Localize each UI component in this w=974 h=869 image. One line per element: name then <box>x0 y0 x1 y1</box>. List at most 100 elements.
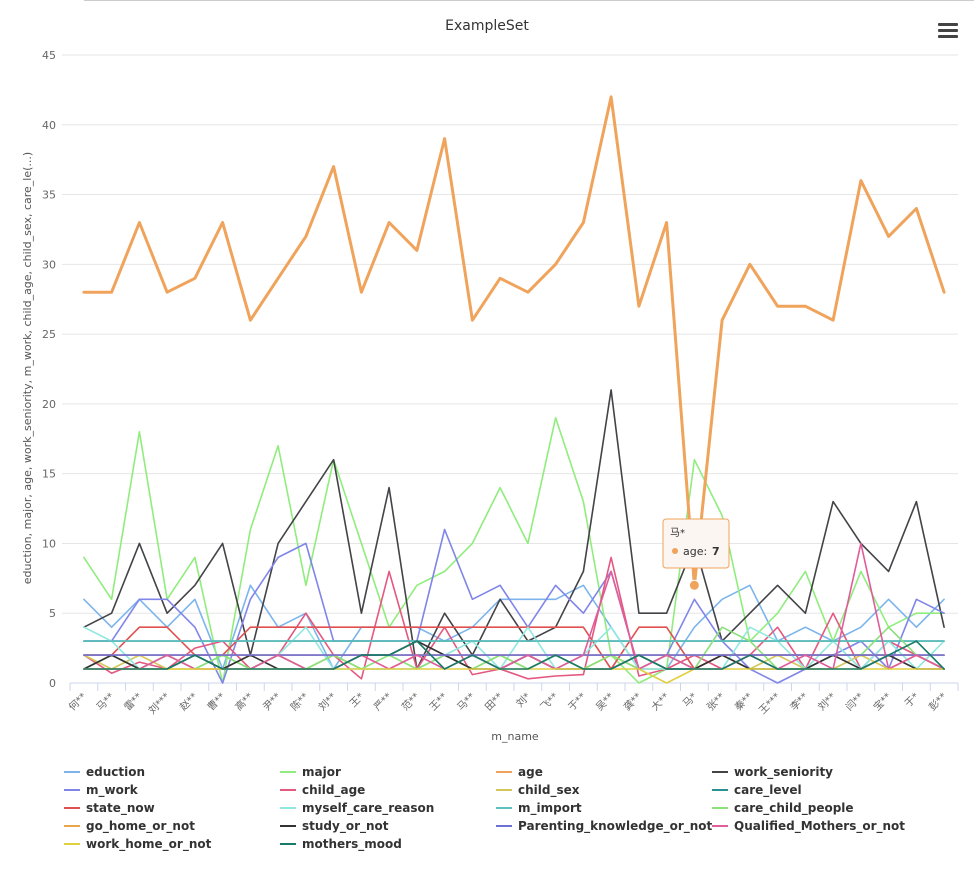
x-tick-label: 李** <box>787 690 810 713</box>
x-tick-label: 高** <box>232 690 255 713</box>
legend-item-major[interactable]: major <box>280 765 341 779</box>
y-tick-label: 40 <box>42 119 56 132</box>
legend-label: child_sex <box>518 783 580 798</box>
legend-label: m_import <box>518 801 582 816</box>
legend-label: work_home_or_not <box>86 837 212 852</box>
legend-item-go-home-or-not[interactable]: go_home_or_not <box>64 819 195 834</box>
grid-lines <box>62 54 958 614</box>
legend-label: Qualified_Mothers_or_not <box>734 819 905 834</box>
x-tick-label: 马** <box>94 691 117 714</box>
y-tick-label: 30 <box>42 258 56 271</box>
legend-item-work-home-or-not[interactable]: work_home_or_not <box>64 837 212 852</box>
legend-label: care_child_people <box>734 801 854 816</box>
x-tick-label: 何** <box>66 690 89 713</box>
chart-title: ExampleSet <box>445 18 529 34</box>
x-tick-label: 王*** <box>757 691 782 716</box>
legend-label: major <box>302 765 341 779</box>
chart-top-border <box>84 0 974 1</box>
legend-item-care-child-people[interactable]: care_child_people <box>712 801 854 816</box>
y-tick-label: 0 <box>49 677 56 690</box>
x-tick-label: 于** <box>567 691 589 713</box>
x-tick-label: 马* <box>680 691 699 710</box>
legend-item-child-age[interactable]: child_age <box>280 783 365 798</box>
y-tick-label: 35 <box>42 189 56 202</box>
legend-item-Parenting-knowledge-or-not[interactable]: Parenting_knowledge_or_not <box>496 819 713 834</box>
x-tick-label: 田** <box>483 691 505 713</box>
x-axis-title: m_name <box>491 730 539 743</box>
x-tick-label: 王** <box>428 691 450 713</box>
x-tick-label: 大** <box>648 690 671 713</box>
legend-label: state_now <box>86 801 155 816</box>
x-tick-label: 尹** <box>261 691 284 714</box>
legend-item-child-sex[interactable]: child_sex <box>496 783 580 798</box>
tooltip-box <box>662 518 730 569</box>
series-line-work-home-or-not[interactable] <box>83 668 945 684</box>
x-tick-label: 赵** <box>177 690 200 713</box>
legend-item-age[interactable]: age <box>496 765 543 779</box>
legend-label: work_seniority <box>734 765 833 780</box>
hover-point-marker[interactable] <box>688 579 700 591</box>
legend-item-work-seniority[interactable]: work_seniority <box>712 765 833 780</box>
x-tick-label: 闫** <box>843 690 866 713</box>
hamburger-menu-icon[interactable] <box>936 20 960 42</box>
y-axis-title: eduction, major, age, work_seniority, m_… <box>21 152 34 584</box>
y-tick-label: 20 <box>42 398 56 411</box>
x-tick-label: 飞** <box>539 691 561 713</box>
x-tick-label: 刘** <box>816 691 839 714</box>
x-tick-label: 陈** <box>288 690 311 713</box>
legend-item-Qualified-Mothers-or-not[interactable]: Qualified_Mothers_or_not <box>712 819 905 834</box>
series-line-age[interactable] <box>82 95 946 587</box>
y-tick-label: 25 <box>42 328 56 341</box>
legend-label: child_age <box>302 783 365 798</box>
legend-label: study_or_not <box>302 819 389 834</box>
legend-label: myself_care_reason <box>302 801 434 816</box>
x-tick-label: 刘*** <box>146 691 172 717</box>
x-tick-label: 马** <box>455 691 478 714</box>
x-tick-label: 王* <box>348 691 366 709</box>
x-tick-label: 雷** <box>122 691 145 714</box>
x-tick-label: 严** <box>372 691 395 714</box>
series-group <box>82 95 946 684</box>
x-axis-ticks: 何** 马** 雷** 刘*** 赵** 曹** 高** 尹** 陈** 刘** 王* 严** 范** 王… <box>66 683 959 717</box>
tooltip-bullet <box>672 548 678 554</box>
x-tick-label: 秦** <box>732 690 755 713</box>
legend-label: eduction <box>86 765 145 779</box>
legend-label: m_work <box>86 783 139 798</box>
legend-label: mothers_mood <box>302 837 402 852</box>
y-tick-label: 45 <box>42 49 56 62</box>
x-tick-label: 范** <box>399 690 422 713</box>
series-line-work-seniority[interactable] <box>83 389 945 670</box>
y-tick-label: 10 <box>42 537 56 550</box>
legend-item-study-or-not[interactable]: study_or_not <box>280 819 389 834</box>
x-tick-label: 于* <box>903 691 921 709</box>
x-tick-label: 张** <box>705 691 728 714</box>
series-line-mothers-mood[interactable] <box>83 640 945 670</box>
tooltip: 马* age: 7 <box>662 518 730 569</box>
series-line-child-age[interactable] <box>83 556 945 680</box>
y-axis-ticks: 0 5 10 15 20 25 30 35 40 45 <box>42 49 56 690</box>
legend-item-mothers-mood[interactable]: mothers_mood <box>280 837 402 852</box>
legend-item-state-now[interactable]: state_now <box>64 801 155 816</box>
y-tick-label: 15 <box>42 468 56 481</box>
legend-label: care_level <box>734 783 802 798</box>
legend-item-m-import[interactable]: m_import <box>496 801 582 816</box>
tooltip-series-label: age: <box>683 545 707 558</box>
x-tick-label: 刘** <box>316 691 339 714</box>
x-tick-label: 吴** <box>594 691 617 714</box>
tooltip-category: 马* <box>670 527 685 539</box>
legend-label: Parenting_knowledge_or_not <box>518 819 713 834</box>
legend-item-care-level[interactable]: care_level <box>712 783 802 798</box>
y-tick-label: 5 <box>49 607 56 620</box>
x-tick-label: 曹** <box>204 690 227 713</box>
x-tick-label: 彭** <box>926 690 949 713</box>
x-tick-label: 龚** <box>621 691 644 714</box>
x-tick-label: 宝** <box>870 690 893 713</box>
legend-label: go_home_or_not <box>86 819 195 834</box>
legend-item-eduction[interactable]: eduction <box>64 765 145 779</box>
legend-item-myself-care-reason[interactable]: myself_care_reason <box>280 801 434 816</box>
legend-item-m-work[interactable]: m_work <box>64 783 139 798</box>
x-tick-label: 刘* <box>514 691 533 710</box>
legend: eduction major age work_seniority m_work chil… <box>64 765 905 852</box>
legend-label: age <box>518 765 543 779</box>
